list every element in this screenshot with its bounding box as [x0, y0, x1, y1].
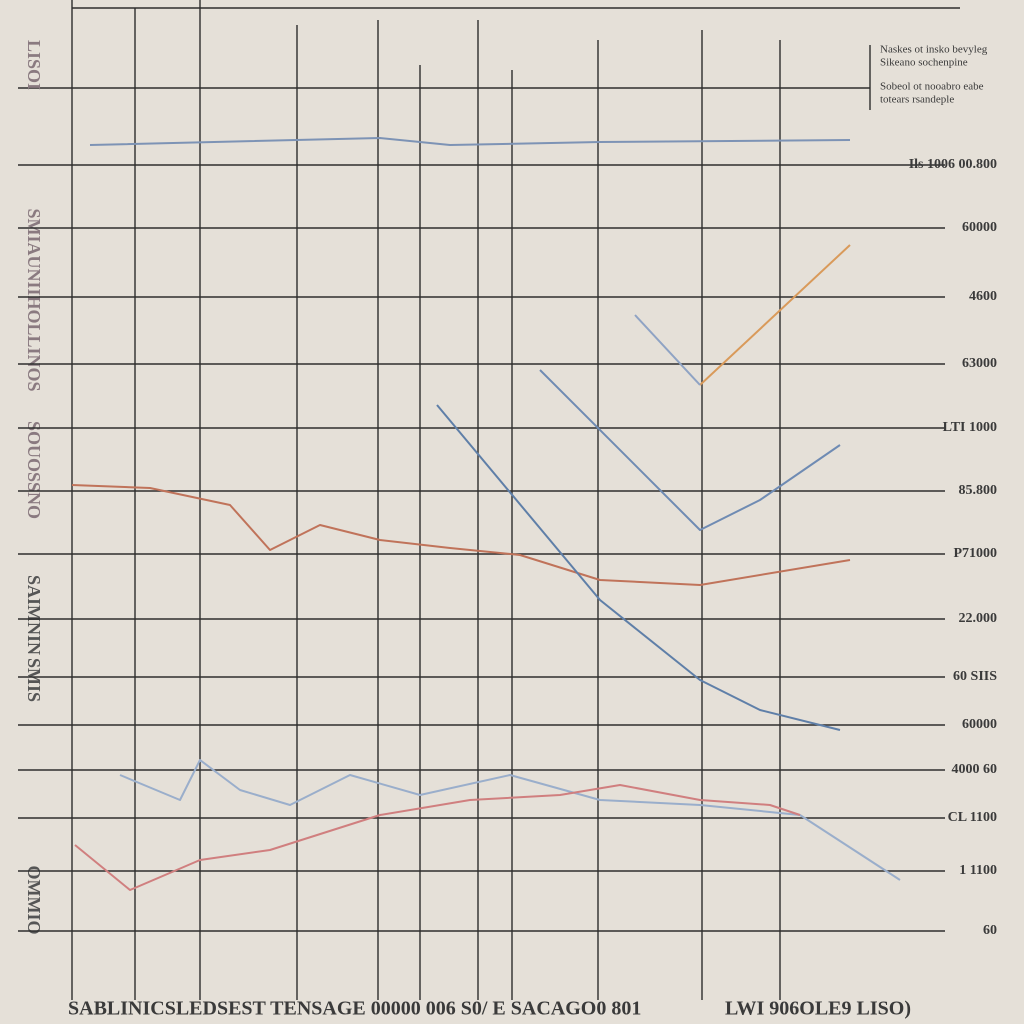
y-tick-label: CL 1100	[948, 810, 997, 825]
series-line	[634, 314, 701, 386]
series-line	[89, 137, 851, 146]
y-tick-label: 1 1100	[959, 863, 997, 878]
side-label: SOUOSSNO	[24, 421, 44, 519]
legend: Naskes ot insko bevyleg Sikeano sochenpi…	[880, 44, 988, 106]
y-tick-label: 4600	[969, 289, 997, 304]
series-line	[74, 784, 801, 891]
y-tick-label: 63000	[962, 356, 997, 371]
y-tick-label: 85.800	[959, 483, 998, 498]
y-tick-label: 60 SIIS	[953, 669, 997, 684]
series-line	[539, 369, 841, 531]
y-tick-label: P71000	[953, 546, 997, 561]
side-label: SMIAUNIIHOLLINOS	[24, 208, 44, 391]
footer-text: SABLINICSLEDSEST TENSAGE 00000 006 S0/ E…	[68, 998, 641, 1020]
y-tick-label: 4000 60	[952, 762, 998, 777]
legend-text: Sikeano sochenpine	[880, 57, 968, 69]
vertical-grid	[18, 0, 960, 1000]
series-line	[71, 484, 851, 586]
y-tick-label: 22.000	[959, 611, 998, 626]
series-line	[119, 759, 901, 881]
y-tick-label: Ils 1006 00.800	[909, 157, 997, 172]
series-line	[436, 404, 841, 731]
legend-text: totears rsandeple	[880, 94, 954, 106]
series-line	[699, 244, 851, 386]
y-tick-label: 60	[983, 923, 997, 938]
footer-text: LWI 906OLE9 LISO)	[725, 998, 911, 1020]
y-tick-label: 60000	[962, 717, 997, 732]
side-label: SAIMNIN	[24, 575, 44, 655]
y-tick-label: 60000	[962, 220, 997, 235]
y-tick-label: LTI 1000	[943, 420, 997, 435]
legend-text: Sobeol ot nooabro eabe	[880, 81, 984, 93]
side-label: OMMIO	[24, 866, 44, 935]
side-label: LISOI	[24, 40, 44, 90]
legend-text: Naskes ot insko bevyleg	[880, 44, 988, 56]
side-label: SMIS	[24, 658, 44, 702]
